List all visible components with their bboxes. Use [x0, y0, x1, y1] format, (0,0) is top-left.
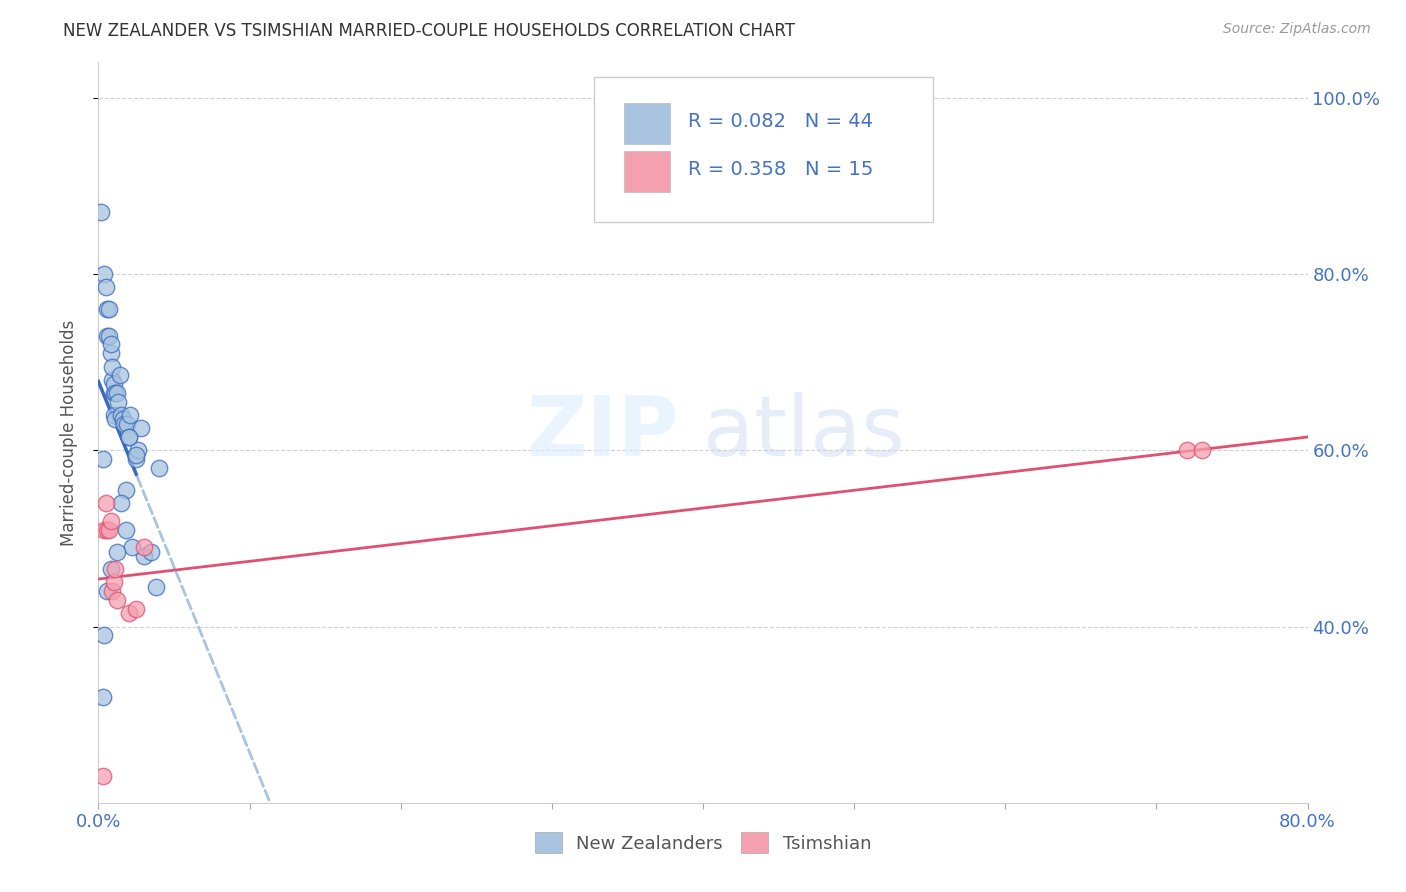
- Text: Source: ZipAtlas.com: Source: ZipAtlas.com: [1223, 22, 1371, 37]
- Point: [145, 580, 167, 594]
- Point: [107, 394, 129, 409]
- Point: [104, 412, 127, 426]
- Point: [96, 328, 118, 343]
- Point: [98, 328, 121, 343]
- Point: [141, 544, 163, 558]
- Point: [94, 280, 117, 294]
- Point: [103, 386, 125, 401]
- Point: [93, 523, 115, 537]
- Point: [108, 368, 131, 383]
- Point: [105, 593, 128, 607]
- Legend: New Zealanders, Tsimshian: New Zealanders, Tsimshian: [527, 825, 879, 861]
- Point: [100, 337, 122, 351]
- Point: [96, 302, 118, 317]
- Point: [93, 267, 115, 281]
- Point: [110, 408, 132, 422]
- Point: [103, 575, 125, 590]
- Point: [94, 496, 117, 510]
- Point: [1175, 443, 1198, 458]
- Point: [91, 452, 114, 467]
- Point: [114, 483, 136, 497]
- Point: [90, 205, 112, 219]
- Point: [125, 448, 148, 462]
- Point: [98, 523, 121, 537]
- Point: [129, 421, 152, 435]
- Point: [103, 377, 125, 392]
- Point: [110, 496, 132, 510]
- FancyBboxPatch shape: [624, 152, 671, 192]
- Point: [118, 607, 141, 621]
- Text: R = 0.082   N = 44: R = 0.082 N = 44: [689, 112, 873, 131]
- Point: [125, 452, 148, 467]
- FancyBboxPatch shape: [595, 78, 932, 221]
- Point: [112, 417, 135, 431]
- FancyBboxPatch shape: [624, 103, 671, 144]
- Point: [127, 443, 149, 458]
- Y-axis label: Married-couple Households: Married-couple Households: [59, 319, 77, 546]
- Point: [132, 540, 155, 554]
- Point: [148, 461, 170, 475]
- Point: [111, 412, 134, 426]
- Point: [105, 544, 128, 558]
- Point: [100, 514, 122, 528]
- Point: [132, 549, 155, 563]
- Point: [104, 562, 127, 576]
- Point: [96, 523, 118, 537]
- Point: [105, 386, 128, 401]
- Point: [91, 690, 114, 704]
- Point: [93, 628, 115, 642]
- Text: atlas: atlas: [703, 392, 904, 473]
- Point: [100, 346, 122, 360]
- Point: [1191, 443, 1213, 458]
- Point: [118, 430, 141, 444]
- Point: [96, 584, 118, 599]
- Point: [101, 359, 124, 374]
- Point: [118, 430, 141, 444]
- Point: [101, 584, 124, 599]
- Point: [125, 602, 148, 616]
- Point: [120, 408, 142, 422]
- Text: ZIP: ZIP: [526, 392, 679, 473]
- Point: [104, 386, 127, 401]
- Text: R = 0.358   N = 15: R = 0.358 N = 15: [689, 161, 875, 179]
- Point: [101, 373, 124, 387]
- Point: [100, 562, 122, 576]
- Text: NEW ZEALANDER VS TSIMSHIAN MARRIED-COUPLE HOUSEHOLDS CORRELATION CHART: NEW ZEALANDER VS TSIMSHIAN MARRIED-COUPL…: [63, 22, 796, 40]
- Point: [91, 769, 114, 783]
- Point: [103, 408, 125, 422]
- Point: [114, 523, 136, 537]
- Point: [115, 417, 138, 431]
- Point: [98, 302, 121, 317]
- Point: [121, 540, 143, 554]
